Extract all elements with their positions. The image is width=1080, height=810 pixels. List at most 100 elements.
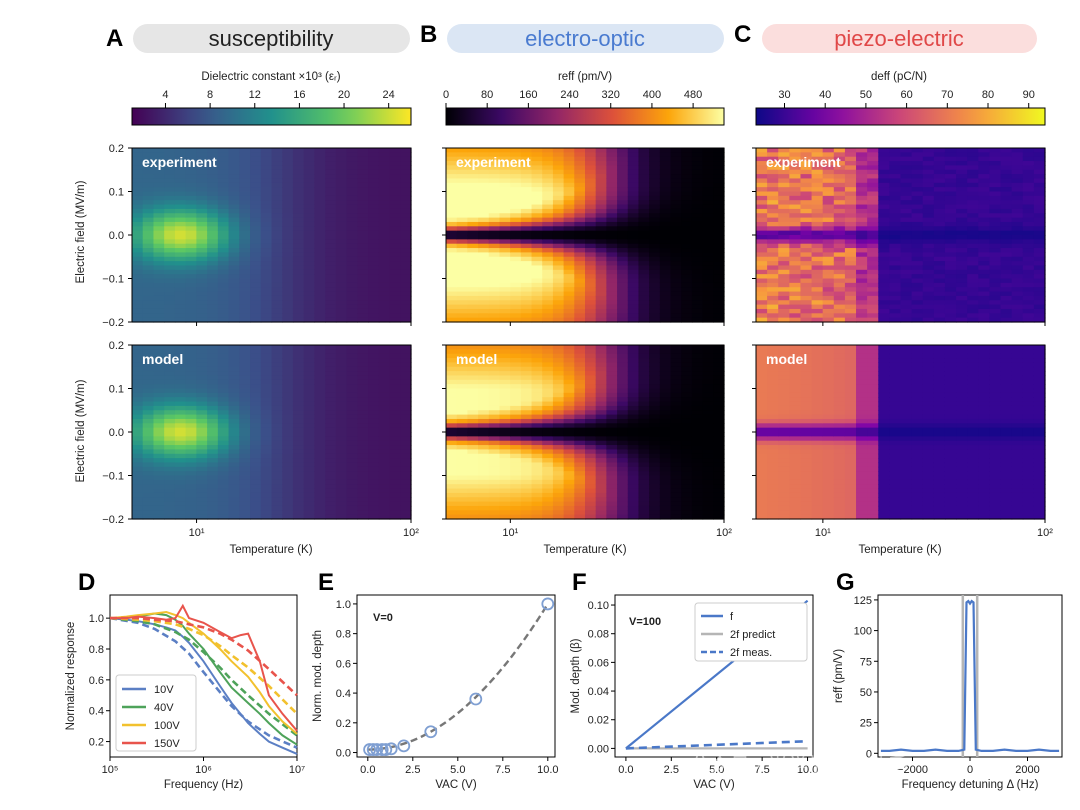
heatmap-cell — [250, 182, 262, 188]
heatmap-cell — [563, 366, 575, 372]
heatmap-cell — [260, 479, 273, 485]
heatmap-cell — [217, 392, 230, 398]
heatmap-cell — [357, 471, 369, 477]
heatmap-cell — [217, 256, 230, 262]
heatmap-cell — [400, 174, 412, 180]
heatmap-cell — [228, 423, 240, 429]
heatmap-cell — [595, 371, 607, 377]
heatmap-cell — [357, 466, 369, 472]
heatmap-cell — [670, 445, 682, 450]
heatmap-cell — [691, 287, 704, 293]
heatmap-cell — [595, 423, 607, 429]
heatmap-cell — [520, 497, 533, 503]
heatmap-cell — [196, 152, 208, 158]
heatmap-cell — [446, 278, 458, 284]
heatmap-cell — [889, 221, 902, 227]
heatmap-cell — [271, 388, 283, 394]
heatmap-cell — [228, 358, 240, 363]
heatmap-cell — [789, 148, 802, 153]
heatmap-cell — [228, 401, 240, 407]
heatmap-cell — [478, 282, 490, 288]
heatmap-cell — [400, 282, 412, 288]
heatmap-cell — [617, 230, 629, 236]
heatmap-cell — [357, 208, 369, 214]
heatmap-cell — [446, 371, 458, 377]
heatmap-cell — [368, 505, 380, 511]
heatmap-cell — [271, 261, 283, 267]
heatmap-cell — [207, 256, 219, 262]
heatmap-cell — [400, 466, 412, 472]
heatmap-cell — [478, 397, 490, 403]
heatmap-cell — [595, 432, 607, 437]
heatmap-cell — [271, 505, 283, 511]
heatmap-cell — [933, 300, 946, 306]
colorbar-label-A: Dielectric constant ×10³ (εᵣ) — [201, 71, 340, 83]
heatmap-cell — [627, 295, 640, 301]
heatmap-cell — [164, 401, 176, 407]
heatmap-cell — [844, 174, 857, 180]
heatmap-cell — [800, 248, 813, 253]
heatmap-cell — [778, 204, 790, 210]
heatmap-cell — [153, 235, 165, 240]
heatmap-cell — [303, 397, 316, 403]
heatmap-cell — [207, 182, 219, 188]
heatmap-cell — [617, 200, 629, 206]
heatmap-cell — [811, 178, 824, 184]
heatmap-cell — [250, 291, 262, 297]
heatmap-cell — [314, 405, 326, 411]
heatmap-cell — [878, 208, 890, 214]
heatmap-cell — [303, 458, 316, 464]
heatmap-cell — [606, 449, 618, 455]
heatmap-cell — [314, 169, 326, 175]
heatmap-cell — [303, 471, 316, 477]
heatmap-cell — [368, 174, 380, 180]
heatmap-cell — [911, 252, 924, 258]
heatmap-cell — [574, 265, 586, 271]
heatmap-cell — [314, 479, 326, 485]
heatmap-cell — [228, 510, 240, 516]
heatmap-cell — [378, 182, 391, 188]
heatmap-cell — [789, 182, 802, 188]
y-tick-label: 0.0 — [109, 427, 124, 439]
heatmap-cell — [889, 261, 902, 267]
heatmap-cell — [446, 501, 458, 507]
heatmap-cell — [467, 287, 479, 293]
heatmap-cell — [756, 252, 768, 258]
heatmap-cell — [346, 484, 358, 490]
heatmap-cell — [563, 475, 575, 481]
heatmap-cell — [239, 445, 251, 450]
heatmap-cell — [585, 397, 597, 403]
heatmap-cell — [585, 217, 597, 223]
heatmap-cell — [132, 427, 144, 433]
heatmap-cell — [822, 148, 835, 153]
heatmap-cell — [585, 248, 597, 253]
heatmap-cell — [499, 366, 511, 372]
heatmap-cell — [357, 410, 369, 416]
heatmap-cell — [649, 388, 661, 394]
heatmap-cell — [756, 256, 768, 262]
heatmap-cell — [878, 300, 890, 306]
heatmap-cell — [196, 187, 208, 193]
heatmap-cell — [303, 300, 316, 306]
heatmap-cell — [132, 204, 144, 210]
heatmap-cell — [531, 204, 543, 210]
heatmap-cell — [207, 362, 219, 368]
heatmap-cell — [552, 445, 565, 450]
heatmap-cell — [520, 191, 533, 197]
heatmap-cell — [185, 388, 197, 394]
colorbar-ticks-C: 30 40 50 60 70 80 90 — [778, 89, 1035, 108]
heatmap-cell — [478, 349, 490, 355]
heatmap-cell — [800, 204, 813, 210]
heatmap-cell — [531, 471, 543, 477]
heatmap-cell — [617, 256, 629, 262]
heatmap-cell — [595, 392, 607, 398]
heatmap-cell — [185, 313, 197, 319]
heatmap-cell — [260, 265, 273, 271]
heatmap-cell — [595, 291, 607, 297]
heatmap-cell — [456, 252, 468, 258]
heatmap-cell — [228, 405, 240, 411]
heatmap-cell — [670, 174, 682, 180]
heatmap-cell — [239, 397, 251, 403]
heatmap-cell — [196, 358, 208, 363]
heatmap-cell — [174, 401, 187, 407]
